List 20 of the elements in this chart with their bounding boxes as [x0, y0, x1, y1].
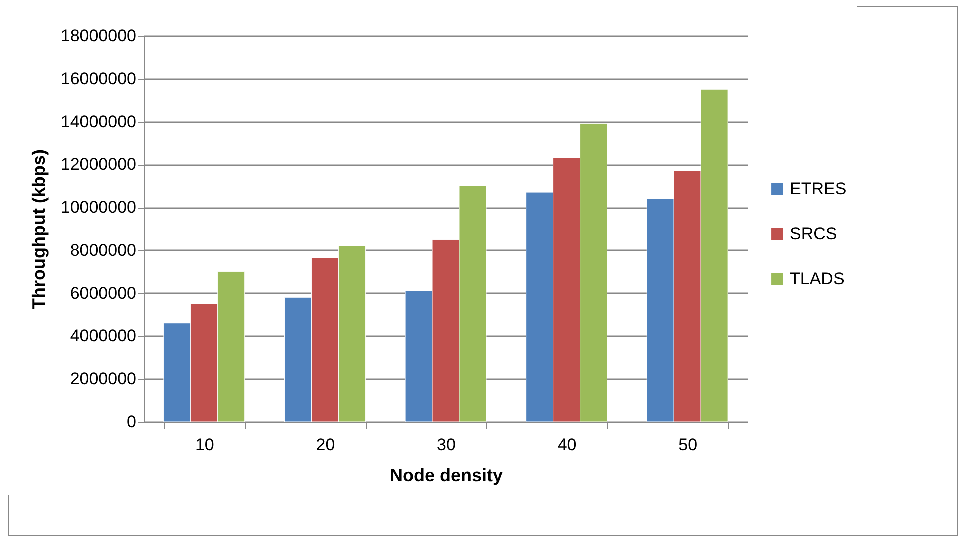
x-tick-label: 40: [558, 436, 577, 454]
legend-label: SRCS: [790, 224, 838, 244]
y-tick-label: 16000000: [60, 69, 136, 88]
legend-label: ETRES: [790, 180, 847, 198]
y-tick-label: 6000000: [70, 284, 136, 303]
x-tick-label: 30: [437, 436, 456, 454]
y-tick-label: 4000000: [70, 326, 136, 346]
x-tick-label: 10: [195, 436, 214, 454]
y-tick-label: 8000000: [70, 240, 136, 260]
x-axis-title: Node density: [390, 466, 504, 486]
y-tick-label: 14000000: [60, 112, 136, 132]
y-tick-label: 0: [127, 412, 136, 432]
y-axis-title: Throughput (kbps): [28, 150, 49, 310]
legend-label: TLADS: [790, 270, 845, 288]
y-tick-label: 10000000: [60, 198, 136, 218]
y-tick-label: 18000000: [60, 26, 136, 46]
x-tick-label: 20: [316, 436, 336, 454]
y-tick-label: 2000000: [70, 370, 136, 389]
x-tick-label: 50: [678, 436, 698, 454]
y-tick-label: 12000000: [60, 155, 136, 174]
